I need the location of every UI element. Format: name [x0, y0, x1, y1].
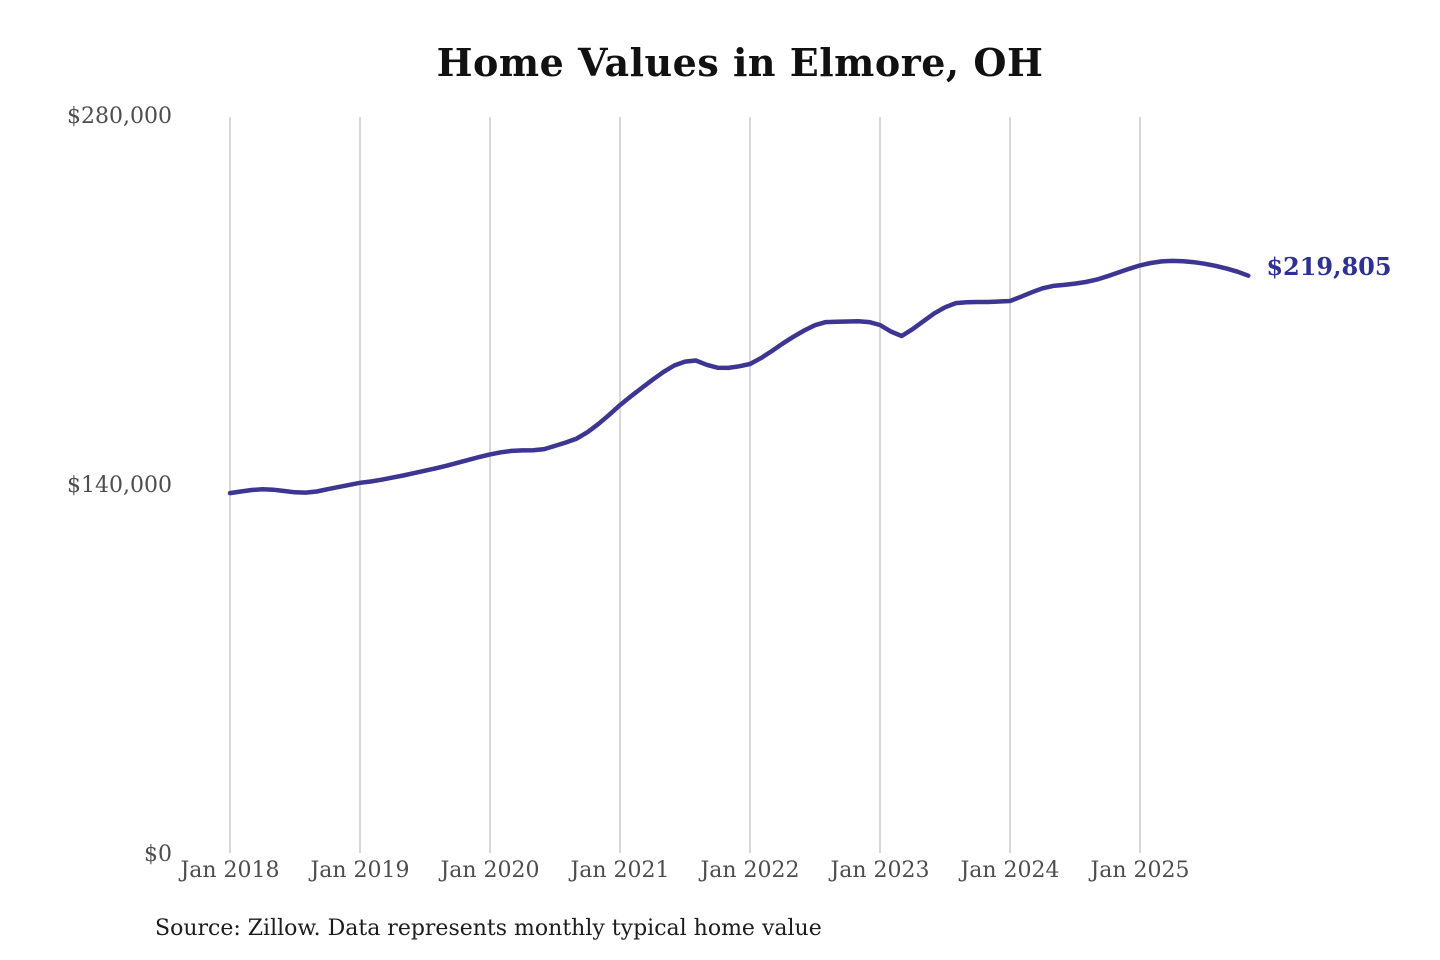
x-axis-tick-label: Jan 2018	[180, 858, 280, 883]
x-axis-tick-label: Jan 2020	[440, 858, 540, 883]
latest-value-label: $219,805	[1266, 251, 1392, 281]
y-axis-tick-label: $140,000	[67, 473, 172, 498]
y-axis-tick-label: $0	[144, 842, 172, 867]
x-axis-tick-label: Jan 2025	[1090, 858, 1190, 883]
chart-title: Home Values in Elmore, OH	[436, 40, 1044, 85]
x-axis-tick-label: Jan 2021	[570, 858, 670, 883]
x-axis-tick-label: Jan 2024	[960, 858, 1060, 883]
source-note: Source: Zillow. Data represents monthly …	[155, 916, 822, 941]
x-axis-tick-label: Jan 2023	[830, 858, 930, 883]
x-axis-tick-label: Jan 2019	[310, 858, 410, 883]
y-axis-tick-label: $280,000	[67, 104, 172, 129]
x-axis-tick-label: Jan 2022	[700, 858, 800, 883]
home-value-line	[227, 258, 1251, 496]
